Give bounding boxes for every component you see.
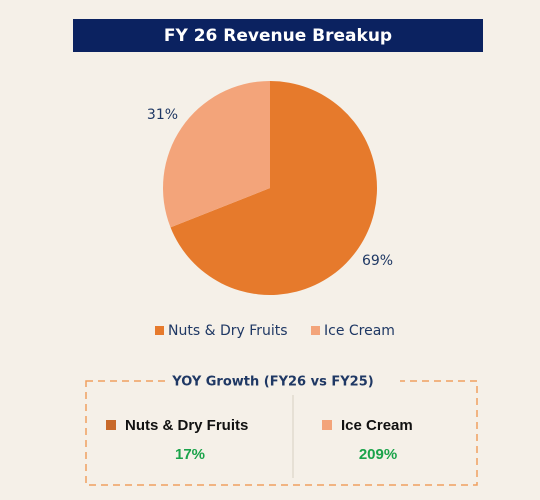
yoy-title: YOY Growth (FY26 vs FY25) [171, 375, 373, 390]
yoy-marker [106, 420, 116, 430]
yoy-value: 17% [175, 446, 205, 463]
yoy-marker [322, 420, 332, 430]
value-label: 69% [362, 253, 393, 269]
pie-slice [163, 81, 270, 228]
pie-slice [170, 81, 377, 295]
value-label: 31% [147, 107, 178, 123]
legend-marker [155, 326, 164, 335]
legend-label: Ice Cream [324, 323, 395, 339]
title-banner [73, 19, 483, 52]
legend-marker [311, 326, 320, 335]
yoy-name: Nuts & Dry Fruits [125, 417, 248, 434]
yoy-name: Ice Cream [341, 417, 413, 434]
chart-title: FY 26 Revenue Breakup [164, 26, 392, 46]
yoy-title-bg [168, 372, 400, 392]
yoy-value: 209% [359, 446, 397, 463]
legend-label: Nuts & Dry Fruits [168, 323, 288, 339]
